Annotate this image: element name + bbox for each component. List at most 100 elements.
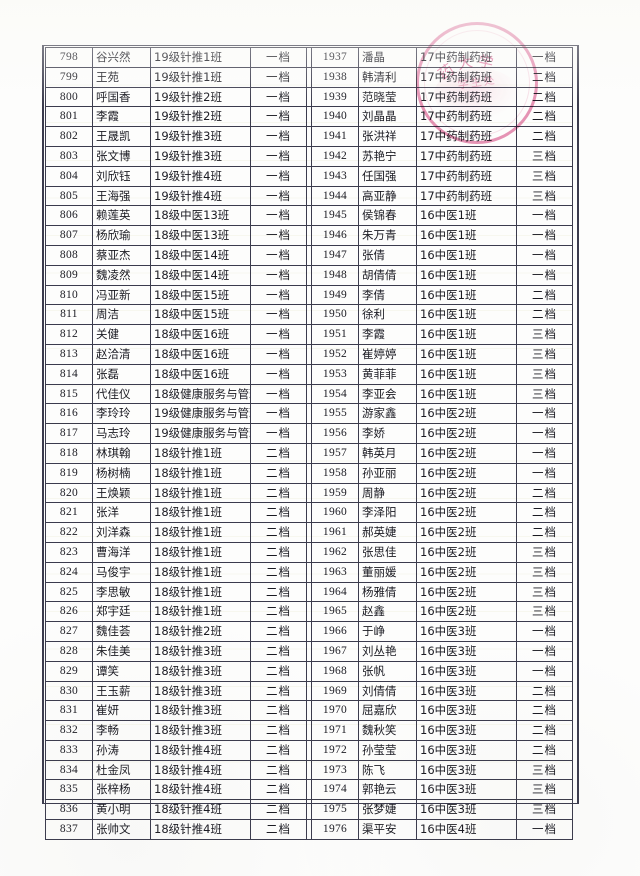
cell-class-right: 16中医1班	[416, 304, 517, 326]
cell-tier-left: 一档	[250, 205, 307, 227]
cell-class-right: 17中药制药班	[416, 126, 517, 147]
cell-class-left: 18级针推3班	[150, 680, 251, 702]
table-row: 818 林琪翰 18级针推1班 二档 1957 韩英月 16中医2班 一档	[45, 442, 573, 464]
cell-name-left: 杨树楠	[92, 462, 151, 484]
table-row: 805 王海强 19级针推4班 一档 1944 高亚静 17中药制药班 三档	[45, 185, 573, 207]
cell-sequence-left: 824	[45, 561, 93, 583]
cell-class-right: 16中医3班	[416, 621, 517, 642]
cell-name-left: 马志玲	[92, 423, 151, 444]
table-row: 827 魏佳荟 18级针推2班 二档 1966 于峥 16中医3班 一档	[45, 621, 573, 642]
table-row: 800 呼国香 19级针推2班 一档 1939 范晓莹 17中药制药班 二档	[45, 86, 573, 108]
cell-tier-left: 一档	[250, 185, 307, 207]
cell-sequence-right: 1943	[311, 165, 359, 187]
cell-sequence-left: 836	[45, 799, 93, 821]
cell-name-right: 韩清利	[358, 66, 417, 88]
cell-class-left: 19级针推2班	[150, 86, 251, 108]
cell-class-left: 18级针推1班	[150, 482, 251, 504]
cell-sequence-right: 1952	[311, 343, 359, 365]
cell-tier-right: 一档	[516, 462, 573, 484]
cell-tier-right: 三档	[516, 799, 573, 821]
cell-sequence-left: 825	[45, 581, 93, 603]
cell-class-right: 17中药制药班	[416, 106, 517, 128]
cell-name-right: 李倩	[358, 284, 417, 306]
cell-tier-right: 一档	[516, 47, 573, 68]
cell-tier-right: 三档	[516, 145, 573, 167]
table-row: 804 刘欣钰 19级针推4班 一档 1943 任国强 17中药制药班 三档	[45, 165, 573, 187]
cell-sequence-left: 811	[45, 304, 93, 326]
cell-name-right: 于峥	[358, 621, 417, 642]
cell-tier-right: 三档	[516, 601, 573, 623]
cell-class-left: 19级针推2班	[150, 106, 251, 128]
table-row: 828 朱佳美 18级针推3班 二档 1967 刘丛艳 16中医3班 一档	[45, 640, 573, 662]
roster-table-container: 798 谷兴然 19级针推1班 一档 1937 潘晶 17中药制药班 一档 799 王苑 19级针推…	[45, 47, 573, 840]
cell-sequence-left: 816	[45, 403, 93, 425]
cell-class-left: 18级中医14班	[150, 264, 251, 286]
cell-class-left: 18级针推1班	[150, 502, 251, 524]
cell-class-left: 18级针推4班	[150, 779, 251, 801]
cell-class-right: 16中医1班	[416, 343, 517, 365]
cell-name-right: 李霞	[358, 324, 417, 345]
cell-name-left: 张磊	[92, 363, 151, 385]
cell-class-right: 16中医2班	[416, 502, 517, 524]
cell-name-left: 郑宇廷	[92, 601, 151, 623]
cell-tier-right: 一档	[516, 621, 573, 642]
table-row: 833 孙涛 18级针推4班 二档 1972 孙莹莹 16中医3班 二档	[45, 739, 573, 761]
cell-name-right: 孙莹莹	[358, 739, 417, 761]
cell-sequence-left: 814	[45, 363, 93, 385]
cell-class-left: 18级中医13班	[150, 225, 251, 246]
cell-sequence-right: 1971	[311, 720, 359, 741]
cell-class-left: 18级中医13班	[150, 205, 251, 227]
cell-name-right: 魏秋笑	[358, 720, 417, 741]
cell-tier-right: 二档	[516, 284, 573, 306]
cell-sequence-right: 1962	[311, 541, 359, 563]
table-row: 835 张梓杨 18级针推4班 二档 1974 郭艳云 16中医3班 三档	[45, 779, 573, 801]
cell-tier-right: 三档	[516, 165, 573, 187]
cell-sequence-right: 1969	[311, 680, 359, 702]
cell-tier-right: 二档	[516, 502, 573, 524]
cell-sequence-left: 832	[45, 720, 93, 741]
cell-name-left: 周洁	[92, 304, 151, 326]
cell-tier-left: 二档	[250, 759, 307, 781]
table-row: 808 蔡亚杰 18级中医14班 一档 1947 张倩 16中医1班 一档	[45, 244, 573, 266]
cell-class-left: 18级健康服务与管理	[150, 383, 251, 405]
cell-sequence-left: 817	[45, 423, 93, 444]
cell-tier-right: 一档	[516, 264, 573, 286]
cell-class-left: 18级针推3班	[150, 660, 251, 682]
cell-class-left: 18级针推4班	[150, 799, 251, 821]
cell-name-left: 孙涛	[92, 739, 151, 761]
cell-name-left: 王苑	[92, 66, 151, 88]
cell-name-left: 张文博	[92, 145, 151, 167]
cell-tier-right: 三档	[516, 343, 573, 365]
cell-name-left: 林琪翰	[92, 442, 151, 464]
cell-name-right: 李亚会	[358, 383, 417, 405]
cell-sequence-right: 1938	[311, 66, 359, 88]
cell-tier-left: 一档	[250, 343, 307, 365]
cell-class-right: 16中医1班	[416, 264, 517, 286]
cell-sequence-right: 1963	[311, 561, 359, 583]
cell-sequence-left: 829	[45, 660, 93, 682]
cell-tier-right: 一档	[516, 225, 573, 246]
cell-sequence-left: 800	[45, 86, 93, 108]
cell-name-right: 刘倩倩	[358, 680, 417, 702]
table-row: 815 代佳仪 18级健康服务与管理 一档 1954 李亚会 16中医1班 三档	[45, 383, 573, 405]
cell-class-right: 16中医3班	[416, 779, 517, 801]
cell-tier-left: 一档	[250, 324, 307, 345]
cell-tier-right: 二档	[516, 66, 573, 88]
cell-name-right: 屈嘉欣	[358, 700, 417, 722]
cell-class-left: 18级针推4班	[150, 759, 251, 781]
cell-tier-left: 一档	[250, 47, 307, 68]
cell-class-right: 17中药制药班	[416, 185, 517, 207]
cell-name-right: 赵鑫	[358, 601, 417, 623]
cell-class-left: 18级中医16班	[150, 343, 251, 365]
cell-tier-left: 二档	[250, 779, 307, 801]
cell-sequence-left: 835	[45, 779, 93, 801]
cell-class-right: 16中医2班	[416, 403, 517, 425]
table-row: 824 马俊宇 18级针推1班 二档 1963 董丽媛 16中医2班 三档	[45, 561, 573, 583]
cell-sequence-right: 1942	[311, 145, 359, 167]
table-row: 801 李霞 19级针推2班 一档 1940 刘晶晶 17中药制药班 二档	[45, 106, 573, 128]
cell-tier-left: 二档	[250, 581, 307, 603]
cell-name-right: 黄菲菲	[358, 363, 417, 385]
cell-class-left: 19级针推3班	[150, 126, 251, 147]
cell-sequence-left: 823	[45, 541, 93, 563]
cell-name-left: 冯亚新	[92, 284, 151, 306]
